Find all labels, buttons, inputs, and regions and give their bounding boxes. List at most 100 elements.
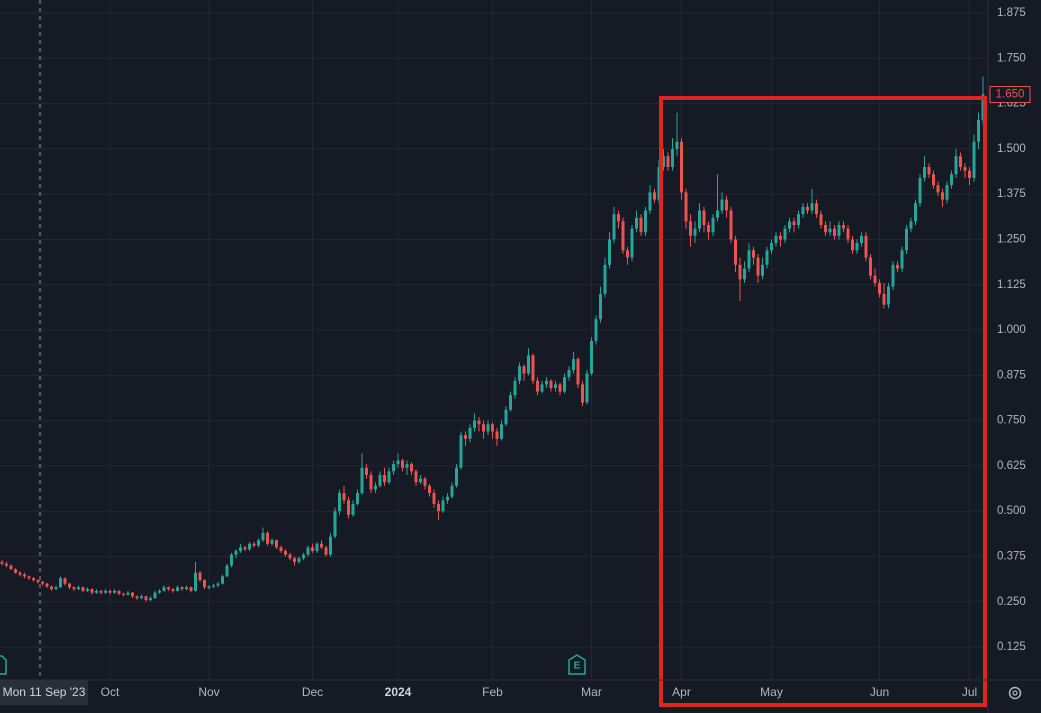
earnings-marker[interactable]: E [568, 654, 586, 675]
candle-body [185, 587, 188, 590]
y-tick-label: 0.375 [997, 550, 1026, 562]
highlight-box [659, 96, 987, 707]
candle-body [248, 543, 251, 550]
candle-body [756, 257, 760, 276]
candle-body [941, 192, 944, 200]
candle-body [855, 243, 859, 251]
candle-body [5, 563, 8, 566]
candle-body [662, 156, 665, 168]
candle-body [819, 214, 823, 225]
candle-body [162, 587, 166, 591]
candle-body [950, 174, 953, 186]
candle-body [27, 576, 31, 579]
candle-body [86, 589, 89, 591]
candle-body [603, 264, 607, 294]
candle-body [108, 590, 112, 593]
candle-body [68, 583, 71, 588]
candle-body [468, 427, 472, 439]
candle-body [824, 224, 827, 233]
candle-body [36, 580, 40, 582]
candle-body [428, 485, 431, 494]
candle-body [518, 366, 521, 381]
candle-body [288, 554, 292, 559]
candle-body [194, 572, 197, 591]
candle-body [878, 282, 881, 294]
candle-body [725, 199, 728, 211]
candle-body [378, 474, 382, 486]
candle-body [806, 206, 809, 211]
x-tick-label: Apr [672, 685, 691, 699]
candle-body [711, 217, 715, 233]
candle-body [644, 210, 647, 233]
candle-body [329, 536, 332, 555]
candle-body [783, 228, 787, 240]
candle-body [410, 464, 413, 472]
candle-body [369, 474, 373, 490]
candle-body [707, 224, 710, 233]
candle-body [333, 511, 337, 537]
x-tick-label: 2024 [385, 685, 412, 699]
candle-body [18, 572, 22, 575]
candle-body [207, 586, 211, 588]
candle-body [887, 286, 890, 305]
candle-body [311, 547, 314, 552]
candle-body [833, 228, 836, 236]
candle-body [959, 156, 962, 168]
candle-body [882, 293, 886, 305]
x-tick-label: Jul [962, 685, 977, 699]
candle-body [828, 228, 832, 233]
candle-body [302, 554, 305, 559]
candle-body [747, 250, 751, 269]
candle-body [351, 503, 355, 515]
candle-body [81, 587, 85, 591]
x-tick-label: Nov [198, 685, 219, 699]
candle-body [626, 250, 629, 258]
candle-body [306, 547, 310, 555]
candle-body [221, 576, 224, 584]
candle-body [473, 420, 476, 428]
candle-body [414, 471, 418, 483]
settings-button[interactable] [1008, 686, 1022, 700]
candle-body [54, 587, 58, 590]
earnings-marker[interactable] [0, 655, 7, 675]
candle-body [338, 493, 341, 512]
crosshair-label-box [0, 680, 88, 705]
candle-body [104, 590, 107, 593]
candle-body [945, 185, 949, 200]
candle-body [635, 217, 638, 229]
candle-body [675, 141, 679, 149]
candle-body [689, 221, 692, 236]
candle-body [671, 148, 674, 168]
candle-body [135, 596, 139, 599]
candle-body [792, 221, 796, 225]
candle-body [572, 359, 575, 370]
candle-body [923, 167, 926, 178]
candle-body [239, 547, 242, 552]
candle-body [932, 174, 935, 186]
candle-body [590, 340, 593, 374]
candle-body [342, 493, 346, 501]
candle-body [797, 214, 800, 225]
candles [0, 76, 985, 602]
candle-body [158, 590, 161, 593]
candle-body [279, 547, 283, 552]
candle-body [639, 217, 643, 233]
candle-body [212, 585, 215, 587]
candle-body [257, 540, 260, 546]
candle-body [972, 141, 976, 178]
crosshair-label: Mon 11 Sep '23 [3, 685, 86, 699]
candle-body [891, 264, 895, 287]
candle-body [198, 572, 202, 581]
candle-body [122, 593, 125, 595]
candle-body [41, 581, 44, 584]
candle-body [491, 424, 494, 432]
candle-body [126, 592, 130, 595]
candle-body [666, 156, 670, 168]
candle-body [284, 551, 287, 555]
candle-body [734, 239, 737, 265]
candle-body [752, 250, 755, 258]
candle-body [869, 257, 872, 276]
price-tag [989, 86, 1031, 104]
candle-body [401, 460, 404, 468]
candle-body [50, 586, 53, 590]
